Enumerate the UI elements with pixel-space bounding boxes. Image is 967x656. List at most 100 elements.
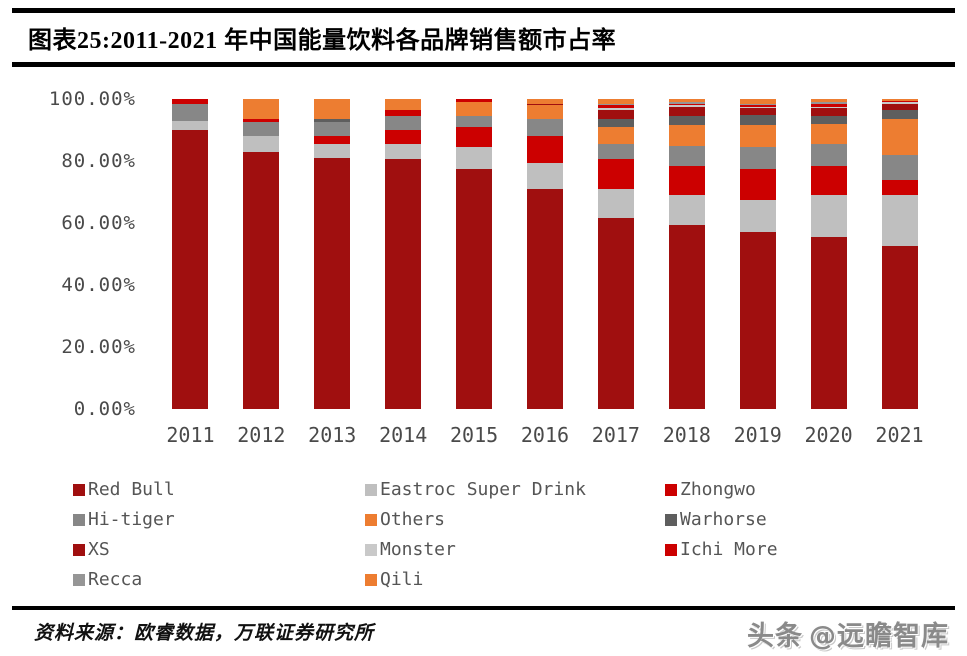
bar-slot-2021	[864, 99, 935, 409]
legend-item-monster: Monster	[365, 539, 665, 560]
bar-slot-2020	[793, 99, 864, 409]
segment-warhorse	[314, 119, 351, 123]
legend-label: Others	[380, 509, 446, 530]
stacked-bar-2017	[597, 99, 634, 409]
legend-item-qili: Qili	[365, 569, 665, 590]
x-tick-label: 2016	[520, 423, 570, 447]
segment-red-bull	[526, 188, 563, 409]
legend-item-red-bull: Red Bull	[73, 479, 365, 500]
segment-zhongwo	[526, 136, 563, 163]
segment-eastroc-super-drink	[385, 143, 422, 160]
segment-recca	[810, 102, 847, 104]
legend-item-hi-tiger: Hi-tiger	[73, 509, 365, 530]
segment-hi-tiger	[881, 154, 918, 180]
x-tick-label: 2013	[308, 423, 357, 447]
x-tick-label: 2019	[733, 423, 782, 447]
legend-item-ichi-more: Ichi More	[665, 539, 967, 560]
legend-swatch-icon	[365, 543, 377, 556]
bars	[155, 99, 935, 409]
y-tick-label: 80.00%	[61, 150, 136, 172]
segment-ichi-more	[739, 105, 776, 107]
segment-others	[810, 123, 847, 144]
x-tick-label: 2017	[591, 423, 640, 447]
legend-label: Warhorse	[680, 509, 767, 530]
segment-qili	[668, 99, 705, 103]
legend-swatch-icon	[665, 543, 677, 556]
segment-others	[881, 119, 918, 155]
x-tick-label: 2011	[166, 423, 215, 447]
segment-red-bull	[668, 224, 705, 409]
legend-swatch-icon	[365, 573, 377, 586]
stacked-bar-2015	[456, 99, 493, 409]
segment-red-bull	[597, 218, 634, 409]
legend-label: Qili	[380, 569, 424, 590]
watermark: 头条 @远瞻智库	[747, 614, 949, 653]
footer-rule	[12, 606, 955, 610]
segment-ichi-more	[810, 103, 847, 107]
x-tick-label: 2020	[804, 423, 853, 447]
stacked-bar-2014	[385, 99, 422, 409]
report-header: 图表25:2011-2021 年中国能量饮料各品牌销售额市占率	[12, 8, 955, 67]
segment-eastroc-super-drink	[739, 199, 776, 233]
footer: 资料来源：欧睿数据，万联证券研究所 头条 @远瞻智库	[0, 610, 967, 653]
legend-item-zhongwo: Zhongwo	[665, 479, 967, 500]
segment-eastroc-super-drink	[172, 120, 209, 130]
legend-label: Recca	[88, 569, 143, 590]
segment-eastroc-super-drink	[526, 162, 563, 189]
bar-slot-2016	[510, 99, 581, 409]
legend-swatch-icon	[73, 573, 85, 586]
segment-red-bull	[881, 246, 918, 409]
segment-red-bull	[810, 236, 847, 409]
bar-slot-2019	[722, 99, 793, 409]
legend-swatch-icon	[665, 513, 677, 526]
stacked-bar-2019	[739, 99, 776, 409]
segment-red-bull	[739, 232, 776, 409]
top-rule	[12, 8, 955, 13]
stacked-bar-2021	[881, 99, 918, 409]
segment-ichi-more	[456, 99, 493, 103]
segment-hi-tiger	[597, 143, 634, 160]
legend-item-others: Others	[365, 509, 665, 530]
legend-swatch-icon	[365, 483, 377, 496]
segment-eastroc-super-drink	[456, 147, 493, 169]
segment-qili	[597, 99, 634, 104]
legend-label: Monster	[380, 539, 456, 560]
x-tick-label: 2014	[379, 423, 428, 447]
segment-zhongwo	[881, 179, 918, 196]
segment-monster	[810, 106, 847, 109]
segment-red-bull	[456, 168, 493, 409]
legend-item-warhorse: Warhorse	[665, 509, 967, 530]
legend-item-xs: XS	[73, 539, 365, 560]
segment-recca	[739, 103, 776, 106]
segment-hi-tiger	[385, 116, 422, 131]
bar-slot-2011	[155, 99, 226, 409]
stacked-bar-2020	[810, 99, 847, 409]
stacked-bar-chart: 100.00% 80.00% 60.00% 40.00% 20.00% 0.00% 201…	[0, 85, 967, 457]
segment-xs	[597, 109, 634, 120]
segment-others	[456, 102, 493, 117]
segment-zhongwo	[456, 126, 493, 148]
segment-hi-tiger	[668, 145, 705, 166]
segment-warhorse	[668, 116, 705, 126]
legend-label: XS	[88, 539, 110, 560]
bar-slot-2013	[297, 99, 368, 409]
segment-xs	[739, 108, 776, 115]
segment-qili	[314, 99, 351, 120]
segment-monster	[597, 108, 634, 110]
segment-qili	[810, 99, 847, 103]
segment-warhorse	[739, 114, 776, 126]
stacked-bar-2018	[668, 99, 705, 409]
segment-zhongwo	[739, 168, 776, 200]
plot-area	[155, 99, 935, 409]
segment-zhongwo	[314, 136, 351, 144]
segment-ichi-more	[597, 105, 634, 109]
segment-others	[526, 105, 563, 120]
x-axis: 2011 2012 2013 2014 2015 2016 2017 2018 2019 2020…	[155, 423, 935, 447]
chart-title: 图表25:2011-2021 年中国能量饮料各品牌销售额市占率	[28, 28, 617, 54]
segment-eastroc-super-drink	[881, 195, 918, 247]
legend-label: Red Bull	[88, 479, 175, 500]
legend-item-recca: Recca	[73, 569, 365, 590]
segment-zhongwo	[668, 165, 705, 196]
watermark-handle: @远瞻智库	[809, 621, 949, 652]
segment-hi-tiger	[314, 122, 351, 137]
